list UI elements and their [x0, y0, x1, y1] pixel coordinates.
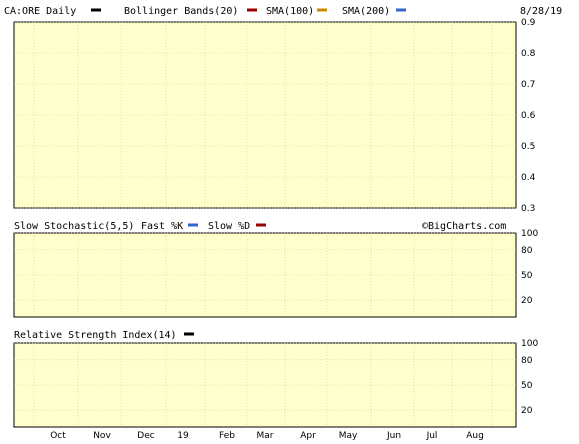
price-panel-background — [13, 21, 517, 209]
50-y-tick-label: 80 — [521, 356, 533, 366]
x-tick-label: Aug — [466, 431, 484, 441]
null-y-tick-label: 50 — [521, 271, 533, 281]
50-y-tick-label: 50 — [521, 381, 533, 391]
price-panel: 0.3 0.4 0.5 0.6 0.7 0.8 0.9 — [13, 18, 536, 214]
x-tick-label: Jun — [386, 431, 401, 441]
null-y-tick-label: 0.7 — [521, 80, 535, 90]
x-tick-label: Oct — [50, 431, 66, 441]
x-tick-label: Apr — [300, 431, 316, 441]
watermark: ©BigCharts.com — [422, 221, 506, 232]
null-y-tick-label: 0.3 — [521, 204, 535, 214]
chart-date: 8/28/19 — [520, 6, 562, 17]
50-y-tick-label: 20 — [521, 406, 533, 416]
rsi-panel-background — [13, 342, 517, 428]
bollinger-legend-label: Bollinger Bands(20) — [124, 6, 238, 17]
x-tick-label: Feb — [219, 431, 235, 441]
50-y-tick-label: 100 — [521, 339, 538, 349]
price-grid — [14, 21, 516, 209]
stochastic-fast-legend-label: Fast %K — [141, 221, 183, 232]
rsi-panel: 100 80 50 20 Relative Strength Index(14) — [13, 330, 538, 428]
x-tick-label: Nov — [93, 431, 111, 441]
chart-symbol-title: CA:ORE Daily — [4, 6, 76, 17]
price-y-axis: 0.3 0.4 0.5 0.6 0.7 0.8 0.9 — [521, 18, 536, 214]
stochastic-y-axis: 100 80 50 20 — [521, 229, 538, 306]
x-tick-label: 19 — [177, 431, 189, 441]
rsi-title: Relative Strength Index(14) — [14, 330, 177, 341]
null-y-tick-label: 0.9 — [521, 18, 536, 28]
x-tick-label: May — [339, 431, 358, 441]
stochastic-grid — [14, 232, 516, 317]
x-tick-label: Dec — [137, 431, 154, 441]
null-y-tick-label: 20 — [521, 296, 533, 306]
null-y-tick-label: 80 — [521, 246, 533, 256]
stochastic-panel-background — [13, 232, 517, 318]
stochastic-title: Slow Stochastic(5,5) — [14, 221, 134, 232]
null-y-tick-label: 0.8 — [521, 49, 536, 59]
sma200-legend-label: SMA(200) — [342, 6, 390, 17]
null-y-tick-label: 100 — [521, 229, 538, 239]
rsi-y-axis: 100 80 50 20 — [521, 339, 538, 416]
x-tick-label: Jul — [426, 431, 438, 441]
stochastic-panel: 100 80 50 20 Slow Stochastic(5,5) Fast %K S… — [13, 221, 538, 318]
x-tick-label: Mar — [257, 431, 274, 441]
null-y-tick-label: 0.5 — [521, 142, 535, 152]
null-y-tick-label: 0.4 — [521, 173, 536, 183]
x-axis: Oct Nov Dec 19 Feb Mar Apr May Jun Jul Aug — [50, 431, 484, 441]
rsi-grid — [14, 342, 516, 427]
sma100-legend-label: SMA(100) — [266, 6, 314, 17]
price-legend: CA:ORE Daily Bollinger Bands(20) SMA(100… — [4, 6, 562, 17]
stochastic-slow-legend-label: Slow %D — [208, 221, 250, 232]
null-y-tick-label: 0.6 — [521, 111, 536, 121]
